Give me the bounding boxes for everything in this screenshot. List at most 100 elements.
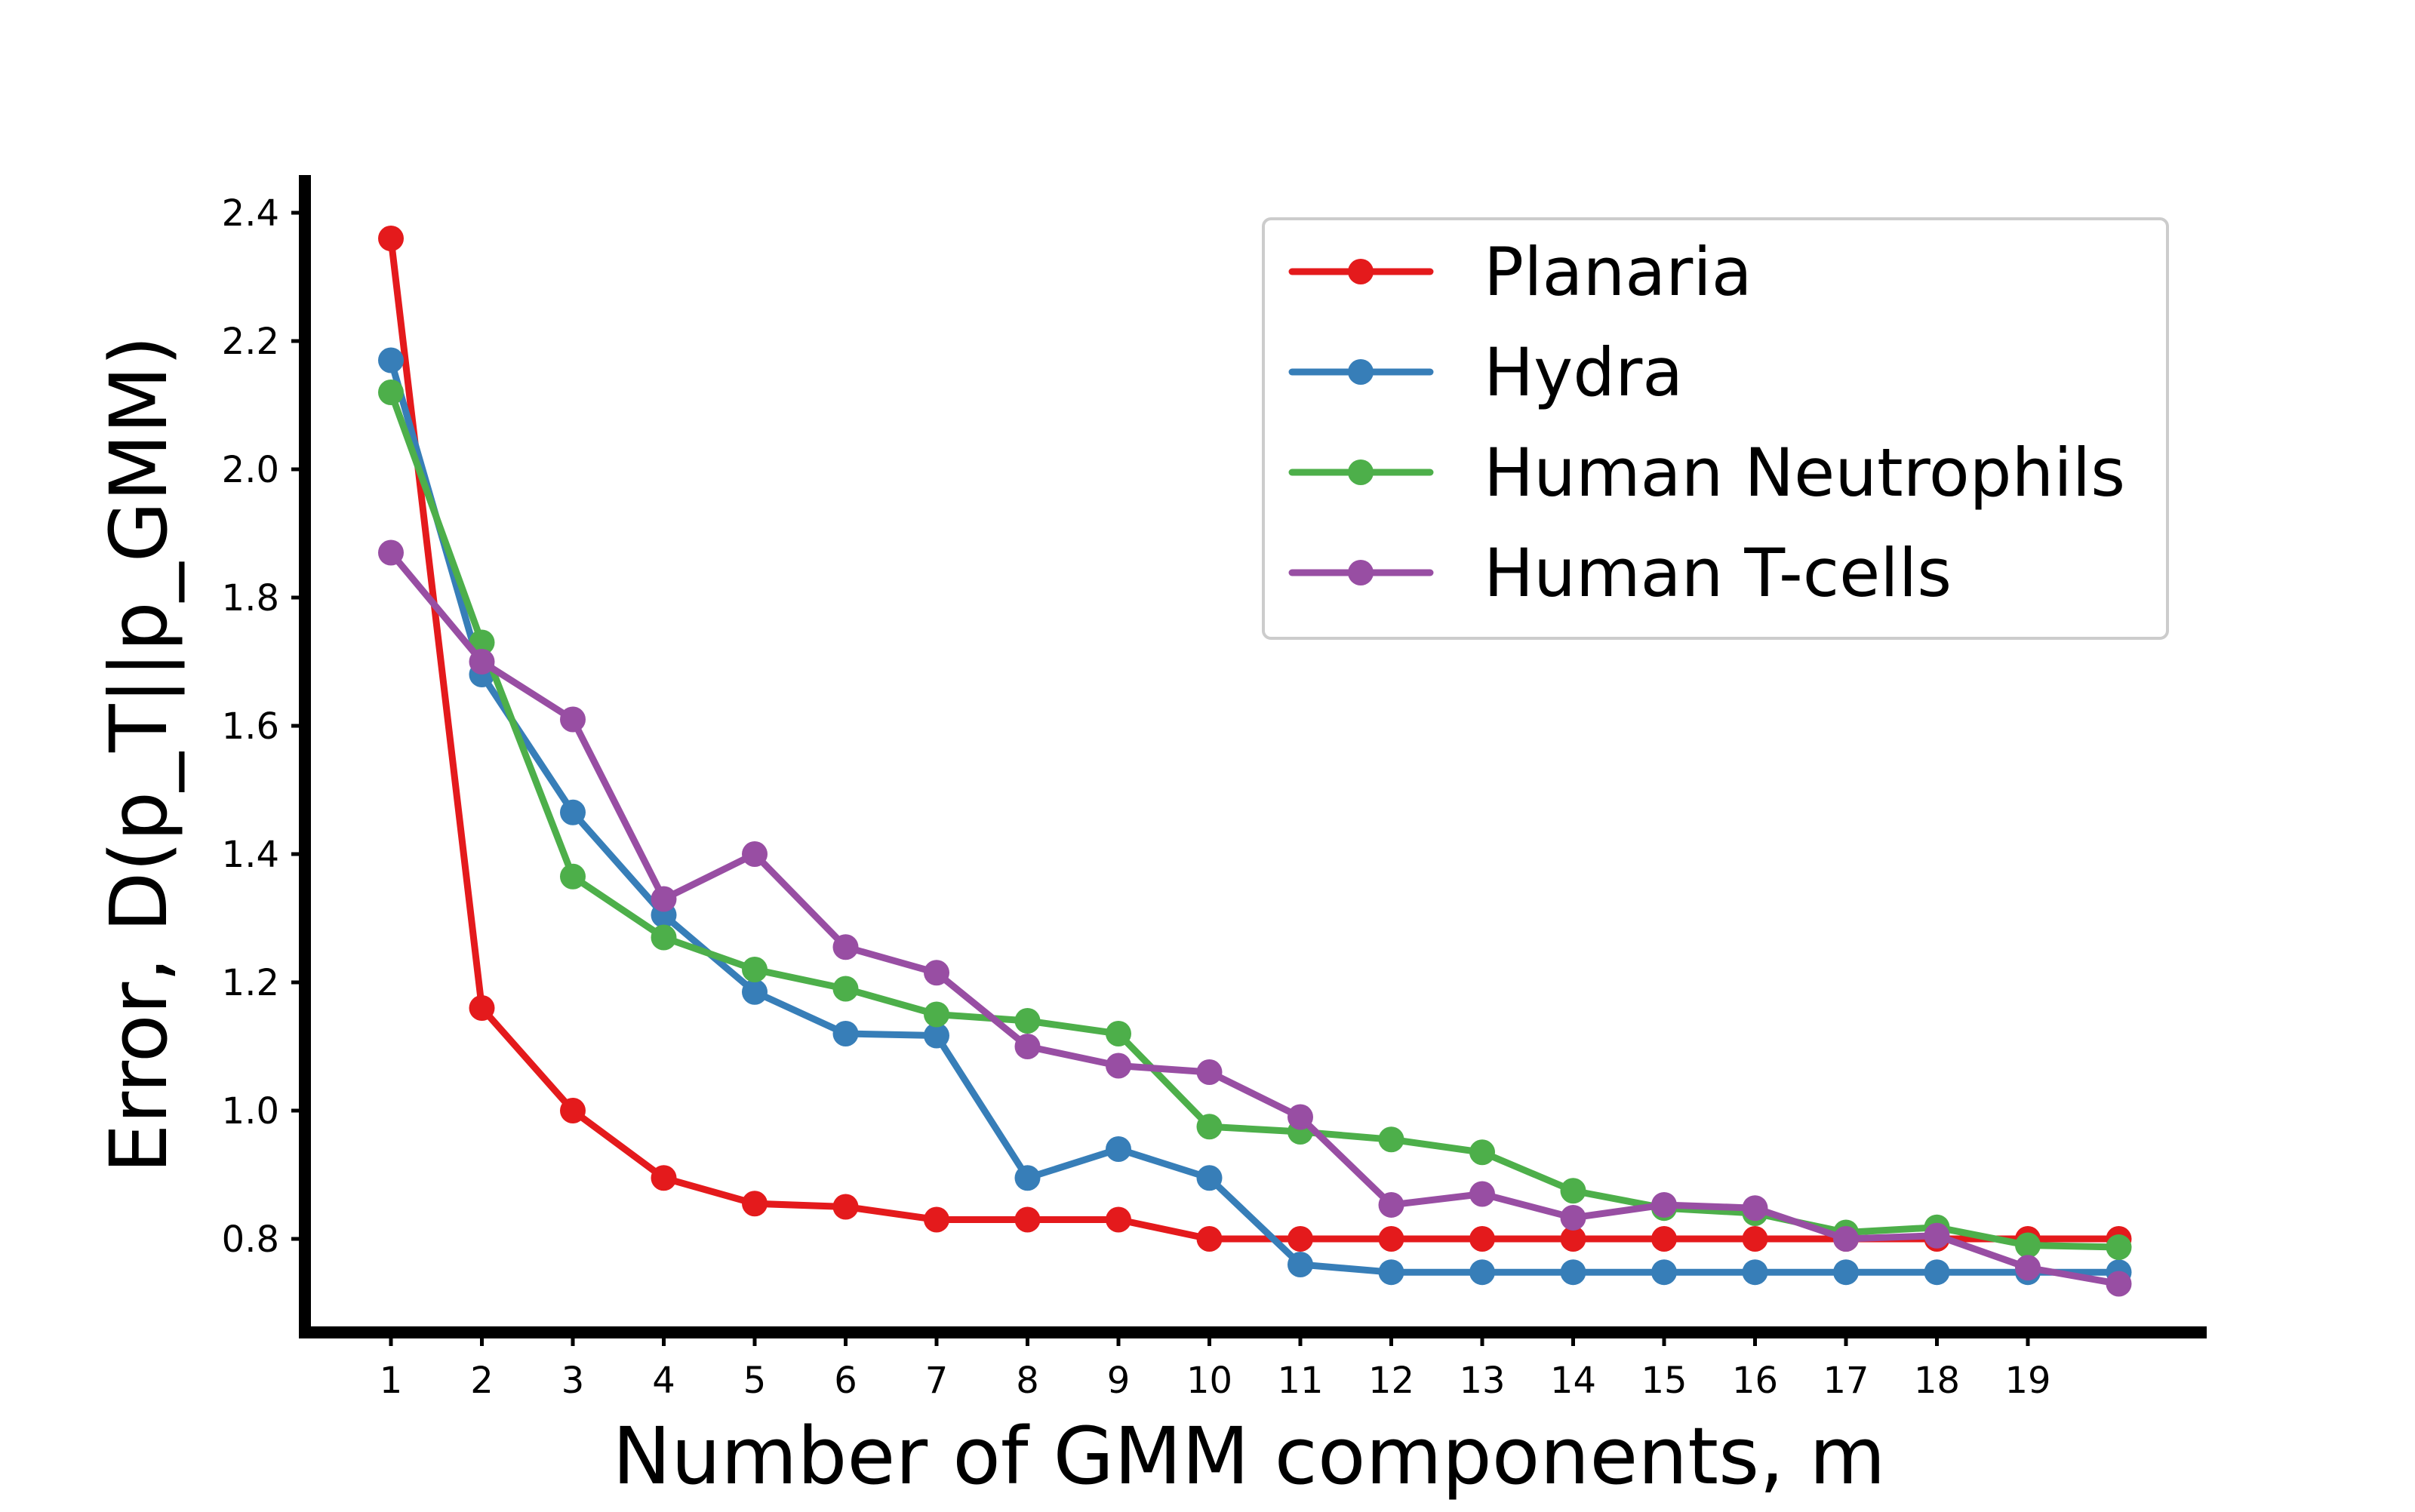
legend: Planaria Hydra Human Neutrophils Human T-ce…: [1262, 217, 2169, 640]
data-point-planaria: [742, 1191, 768, 1217]
x-tick-label: 7: [925, 1360, 949, 1402]
y-tick-label: 2.0: [222, 449, 279, 491]
y-tick-label: 1.2: [222, 962, 279, 1004]
data-point-planaria: [469, 995, 495, 1021]
y-tick-label: 1.6: [222, 705, 279, 748]
data-point-hydra: [1106, 1136, 1131, 1162]
data-point-planaria: [832, 1194, 859, 1220]
x-tick-label: 19: [2004, 1360, 2050, 1402]
data-point-planaria: [1651, 1226, 1677, 1252]
data-point-human-t-cells: [378, 539, 404, 566]
legend-frame: [1262, 217, 2169, 640]
data-point-human-neutrophils: [2106, 1234, 2132, 1261]
legend-swatch-marker-human-neutrophils: [1348, 459, 1374, 485]
data-point-human-t-cells: [1014, 1034, 1041, 1059]
data-point-planaria: [1014, 1206, 1041, 1233]
x-tick-label: 2: [470, 1360, 494, 1402]
data-point-hydra: [832, 1021, 859, 1046]
data-point-human-t-cells: [1469, 1181, 1495, 1207]
data-point-human-t-cells: [832, 934, 859, 960]
data-point-planaria: [1106, 1206, 1131, 1233]
legend-swatch-marker-planaria: [1348, 259, 1374, 284]
data-point-human-neutrophils: [378, 380, 404, 405]
y-tick-label: 2.2: [222, 321, 279, 363]
y-tick-label: 1.4: [222, 834, 279, 876]
data-point-planaria: [1287, 1226, 1313, 1252]
data-point-planaria: [1378, 1226, 1404, 1252]
data-point-human-t-cells: [651, 886, 677, 912]
data-point-planaria: [378, 226, 404, 251]
data-point-planaria: [1560, 1226, 1586, 1252]
data-point-human-t-cells: [1287, 1104, 1313, 1130]
data-point-planaria: [560, 1098, 586, 1123]
legend-label-planaria: Planaria: [1484, 233, 1752, 311]
data-point-planaria: [651, 1165, 677, 1191]
data-point-human-neutrophils: [1196, 1114, 1223, 1140]
data-point-hydra: [1560, 1259, 1586, 1286]
data-point-planaria: [1469, 1226, 1495, 1252]
series-line-human-neutrophils: [387, 389, 2122, 1251]
legend-label-hydra: Hydra: [1484, 333, 1683, 411]
y-tick-label: 1.8: [222, 577, 279, 619]
series-line-human-t-cells: [387, 549, 2122, 1287]
data-point-human-t-cells: [469, 649, 495, 675]
x-tick-label: 10: [1186, 1360, 1232, 1402]
data-point-human-t-cells: [1742, 1195, 1768, 1222]
x-tick-label: 11: [1277, 1360, 1323, 1402]
data-point-human-t-cells: [1378, 1191, 1404, 1218]
x-tick-label: 17: [1823, 1360, 1869, 1402]
x-tick-label: 18: [1914, 1360, 1960, 1402]
data-point-human-t-cells: [1833, 1226, 1859, 1252]
data-point-hydra: [1378, 1259, 1404, 1286]
data-point-human-neutrophils: [2015, 1232, 2041, 1258]
x-tick-label: 9: [1107, 1360, 1131, 1402]
data-point-hydra: [924, 1022, 949, 1049]
legend-swatch-marker-hydra: [1348, 359, 1374, 385]
data-point-human-t-cells: [1560, 1204, 1586, 1231]
data-point-human-neutrophils: [1014, 1008, 1041, 1034]
x-tick-label: 16: [1732, 1360, 1778, 1402]
data-point-human-t-cells: [1196, 1059, 1223, 1085]
data-point-human-t-cells: [742, 841, 768, 867]
data-point-hydra: [1742, 1259, 1768, 1286]
data-point-hydra: [1469, 1259, 1495, 1286]
y-tick-label: 0.8: [222, 1219, 279, 1261]
data-point-planaria: [1742, 1226, 1768, 1252]
series-hydra: [378, 347, 2132, 1286]
x-tick-label: 8: [1016, 1360, 1039, 1402]
data-point-human-neutrophils: [832, 976, 859, 1002]
data-point-hydra: [1196, 1165, 1223, 1191]
data-point-hydra: [378, 347, 404, 373]
data-point-human-neutrophils: [560, 863, 586, 890]
data-point-hydra: [1833, 1259, 1859, 1286]
x-tick-label: 4: [652, 1360, 675, 1402]
data-point-human-neutrophils: [651, 924, 677, 951]
legend-label-human-neutrophils: Human Neutrophils: [1484, 434, 2125, 512]
data-point-human-neutrophils: [1106, 1021, 1131, 1046]
data-point-human-t-cells: [1106, 1053, 1131, 1079]
x-tick-label: 6: [834, 1360, 857, 1402]
data-point-human-t-cells: [2106, 1271, 2132, 1297]
y-axis-title: Error, D(p_T||p_GMM): [93, 336, 185, 1174]
x-tick-label: 12: [1368, 1360, 1414, 1402]
data-point-human-neutrophils: [1378, 1126, 1404, 1153]
series-human-t-cells: [378, 539, 2132, 1297]
legend-swatch-marker-human-t-cells: [1348, 560, 1374, 585]
x-tick-label: 14: [1550, 1360, 1596, 1402]
data-point-human-neutrophils: [1560, 1178, 1586, 1204]
x-tick-label: 13: [1459, 1360, 1505, 1402]
x-axis-ticks: 1 2 3 4 5 6 7 8 9 10 11 12 13 14 15 16 17 18 19: [380, 1332, 2051, 1402]
data-point-hydra: [1924, 1259, 1950, 1286]
y-tick-label: 1.0: [222, 1090, 279, 1132]
x-tick-label: 1: [380, 1360, 403, 1402]
x-tick-label: 5: [743, 1360, 767, 1402]
data-point-human-t-cells: [924, 960, 949, 986]
data-point-hydra: [560, 799, 586, 825]
series-line-planaria: [387, 235, 2122, 1243]
data-point-planaria: [1196, 1226, 1223, 1252]
data-point-planaria: [924, 1206, 949, 1233]
data-point-hydra: [1651, 1259, 1677, 1286]
data-point-human-neutrophils: [742, 957, 768, 982]
data-point-human-t-cells: [1924, 1222, 1950, 1249]
